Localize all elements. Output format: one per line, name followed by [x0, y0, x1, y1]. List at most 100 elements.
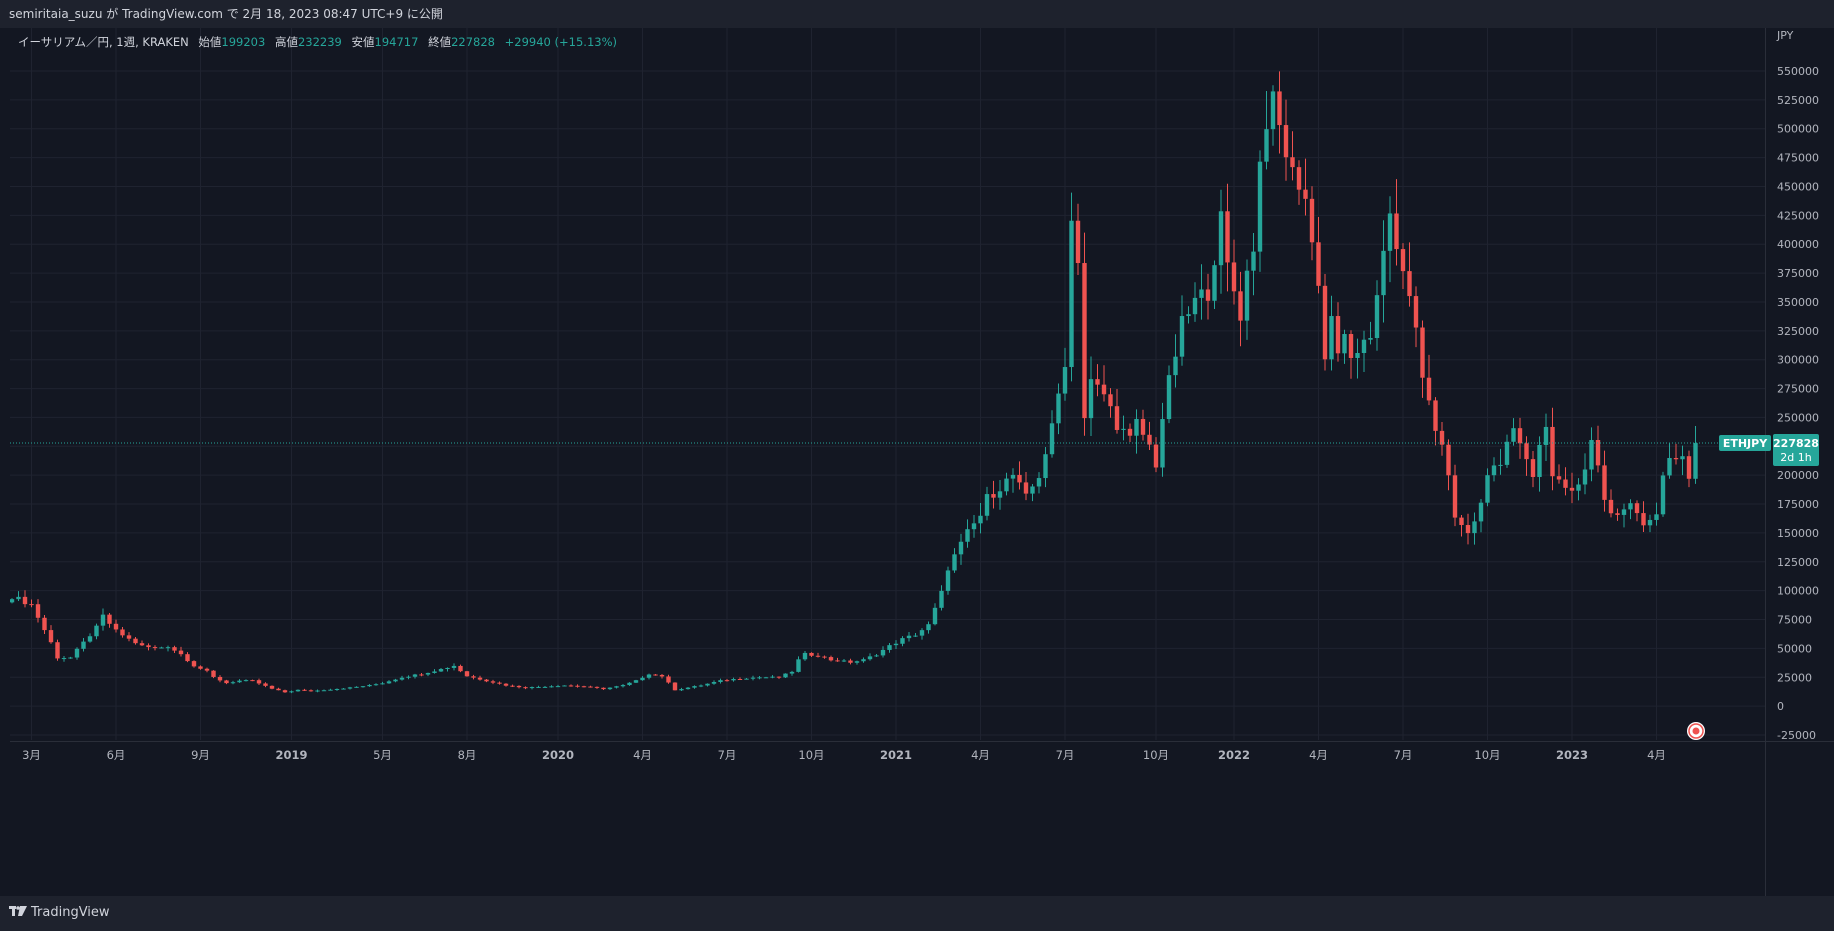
candle-body: [1673, 458, 1679, 460]
candle-body: [1361, 339, 1367, 353]
candle-body: [744, 678, 749, 680]
candle-body: [438, 668, 444, 672]
candle-body: [1108, 394, 1113, 407]
candle-body: [1192, 297, 1198, 315]
candle-body: [1049, 423, 1055, 455]
candle-body: [152, 647, 158, 649]
candle-body: [1394, 213, 1399, 250]
candle-body: [1127, 428, 1133, 436]
candle-body: [978, 515, 983, 524]
candle-body: [510, 685, 515, 687]
candle-body: [646, 674, 652, 678]
legend-open-label: 始値: [198, 35, 222, 49]
candle-body: [523, 687, 528, 689]
candle-body: [276, 688, 281, 691]
time-tick-label: 10月: [1143, 748, 1169, 762]
candle-body: [308, 690, 314, 692]
candle-body: [1316, 242, 1321, 286]
candle-body: [692, 686, 697, 688]
time-tick-label: 2022: [1218, 748, 1250, 762]
chart-background: [10, 28, 1834, 896]
candle-body: [380, 683, 385, 685]
legend-close-label: 終値: [428, 35, 452, 49]
candle-body: [497, 682, 502, 684]
candle-body: [1368, 338, 1373, 340]
candle-body: [224, 680, 229, 684]
price-tick-label: 50000: [1777, 642, 1812, 655]
candle-body: [230, 682, 236, 684]
candle-body: [165, 647, 171, 649]
candle-body: [1563, 479, 1568, 488]
candle-body: [1296, 167, 1302, 190]
candle-body: [666, 676, 671, 683]
candle-body: [1452, 475, 1458, 518]
time-tick-label: 3月: [22, 748, 41, 762]
candle-body: [1251, 251, 1256, 271]
candle-body: [1478, 502, 1484, 522]
candle-body: [256, 680, 262, 684]
candle-body: [250, 680, 255, 682]
candle-body: [763, 677, 769, 679]
candle-body: [919, 630, 925, 636]
candle-body: [386, 681, 392, 684]
candle-body: [1277, 91, 1282, 126]
candle-body: [1459, 517, 1464, 526]
candle-body: [315, 690, 320, 692]
chart-area[interactable]: 550000 525000 500000 475000 450000 425000 4000…: [9, 28, 1834, 896]
candle-body: [1439, 430, 1445, 445]
price-tick-label: 325000: [1777, 325, 1819, 338]
candle-body: [16, 596, 21, 600]
time-tick-label: 4月: [633, 748, 652, 762]
candle-body: [1212, 265, 1217, 301]
price-tag-box: [1773, 434, 1819, 467]
candle-body: [880, 649, 886, 656]
candle-body: [1595, 440, 1601, 466]
price-tag-value: 227828: [1773, 437, 1819, 450]
price-tick-label: 250000: [1777, 411, 1819, 424]
candle-body: [1511, 428, 1516, 442]
candle-body: [620, 685, 626, 687]
candle-body: [198, 666, 203, 669]
candle-body: [1082, 263, 1087, 419]
legend-high-value: 232239: [297, 35, 342, 49]
candle-body: [1017, 474, 1022, 483]
candle-body: [1387, 213, 1393, 251]
candle-body: [1491, 465, 1497, 476]
candle-body: [282, 690, 288, 693]
candle-body: [1485, 475, 1490, 503]
candle-body: [263, 683, 268, 686]
time-tick-label: 4月: [971, 748, 990, 762]
candle-body: [1634, 503, 1640, 514]
time-tick-label: 7月: [718, 748, 737, 762]
candle-body: [1186, 314, 1191, 317]
candle-body: [1290, 157, 1295, 168]
candle-body: [328, 689, 333, 691]
candle-body: [373, 684, 379, 686]
footer-bar: TradingView: [0, 896, 1834, 931]
candle-body: [1283, 125, 1289, 158]
candle-body: [1225, 211, 1230, 263]
candle-body: [562, 685, 567, 687]
candle-body: [627, 682, 632, 686]
candle-body: [718, 680, 723, 683]
candle-body: [1264, 129, 1269, 162]
tradingview-logo[interactable]: TradingView: [9, 905, 110, 920]
candle-body: [1056, 393, 1061, 424]
candle-body: [302, 689, 307, 691]
candle-body: [555, 686, 561, 688]
candle-body: [406, 676, 411, 678]
candle-body: [484, 679, 489, 682]
candle-body: [432, 671, 437, 673]
candle-body: [1348, 334, 1354, 358]
candle-body: [997, 491, 1003, 498]
candle-body: [87, 636, 93, 642]
candle-body: [55, 642, 60, 659]
candle-body: [146, 645, 151, 648]
candle-body: [685, 687, 691, 690]
candle-body: [529, 687, 535, 689]
candle-body: [887, 645, 892, 650]
candle-body: [1335, 316, 1341, 354]
price-tick-label: 525000: [1777, 94, 1819, 107]
candlestick-chart[interactable]: 5500005250005000004750004500004250004000…: [9, 28, 1834, 896]
candle-body: [1569, 487, 1575, 491]
